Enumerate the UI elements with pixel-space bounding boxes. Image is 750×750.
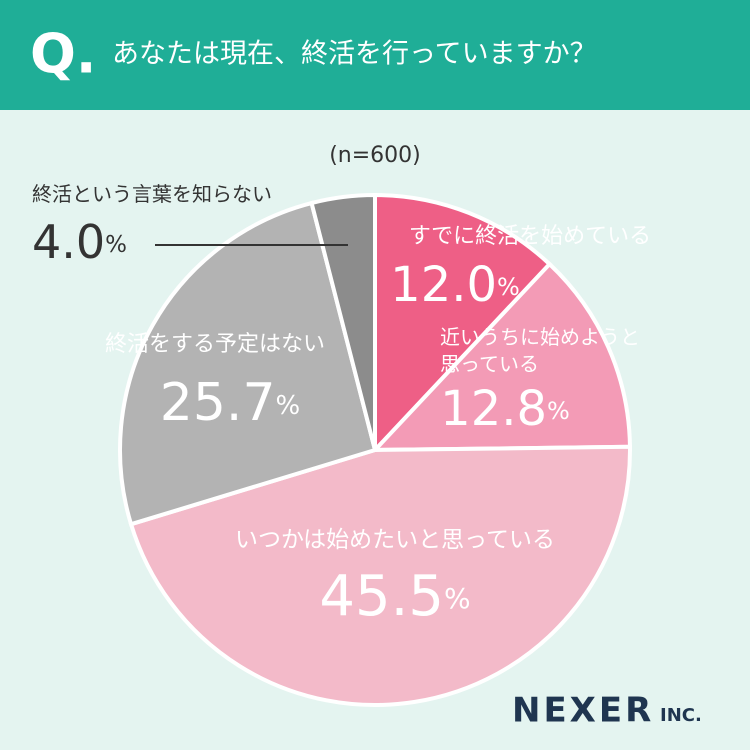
value-number: 45.5	[319, 564, 444, 629]
value-unit: %	[547, 397, 570, 425]
value-label: 45.5%	[319, 564, 470, 629]
value-number: 12.8	[440, 381, 547, 437]
value-label: 12.8%	[440, 381, 570, 437]
category-label: 終活をする予定はない	[105, 332, 325, 357]
category-label-line: 近いうちに始めようと	[440, 325, 640, 349]
category-label-line: すでに終活を始めている	[409, 224, 651, 249]
pie-slice	[309, 192, 377, 451]
value-label: 4.0%	[32, 215, 127, 269]
chart-title: あなたは現在、終活を行っていますか？	[112, 39, 597, 70]
value-unit: %	[497, 273, 520, 301]
value-unit: %	[105, 232, 127, 258]
category-label: すでに終活を始めている	[409, 224, 651, 249]
header-band	[0, 0, 750, 110]
category-label: いつかは始めたいと思っている	[235, 527, 555, 553]
logo-suffix: INC.	[660, 705, 702, 726]
labels: すでに終活を始めている12.0%近いうちに始めようと思っている12.8%いつかは…	[32, 182, 651, 630]
pie	[118, 192, 633, 707]
question-badge: Q.	[30, 23, 96, 86]
category-label-line: 終活をする予定はない	[105, 332, 325, 357]
category-label-line: 思っている	[440, 352, 539, 376]
value-unit: %	[444, 582, 471, 615]
pie-slice	[128, 444, 632, 707]
pie-slice	[118, 200, 378, 527]
category-label: 終活という言葉を知らない	[32, 182, 272, 206]
value-label: 12.0%	[390, 257, 520, 313]
logo: NEXER	[512, 691, 654, 731]
value-number: 25.7	[160, 373, 276, 433]
category-label: 近いうちに始めようと思っている	[440, 325, 640, 376]
category-label-line: いつかは始めたいと思っている	[235, 527, 555, 553]
sample-size: (n=600)	[329, 143, 421, 168]
value-number: 12.0	[390, 257, 497, 313]
pie-slice	[370, 261, 633, 453]
value-unit: %	[276, 391, 301, 421]
pie-slice	[373, 192, 553, 456]
value-label: 25.7%	[160, 373, 301, 433]
value-number: 4.0	[32, 215, 105, 269]
category-label-line: 終活という言葉を知らない	[32, 182, 272, 206]
